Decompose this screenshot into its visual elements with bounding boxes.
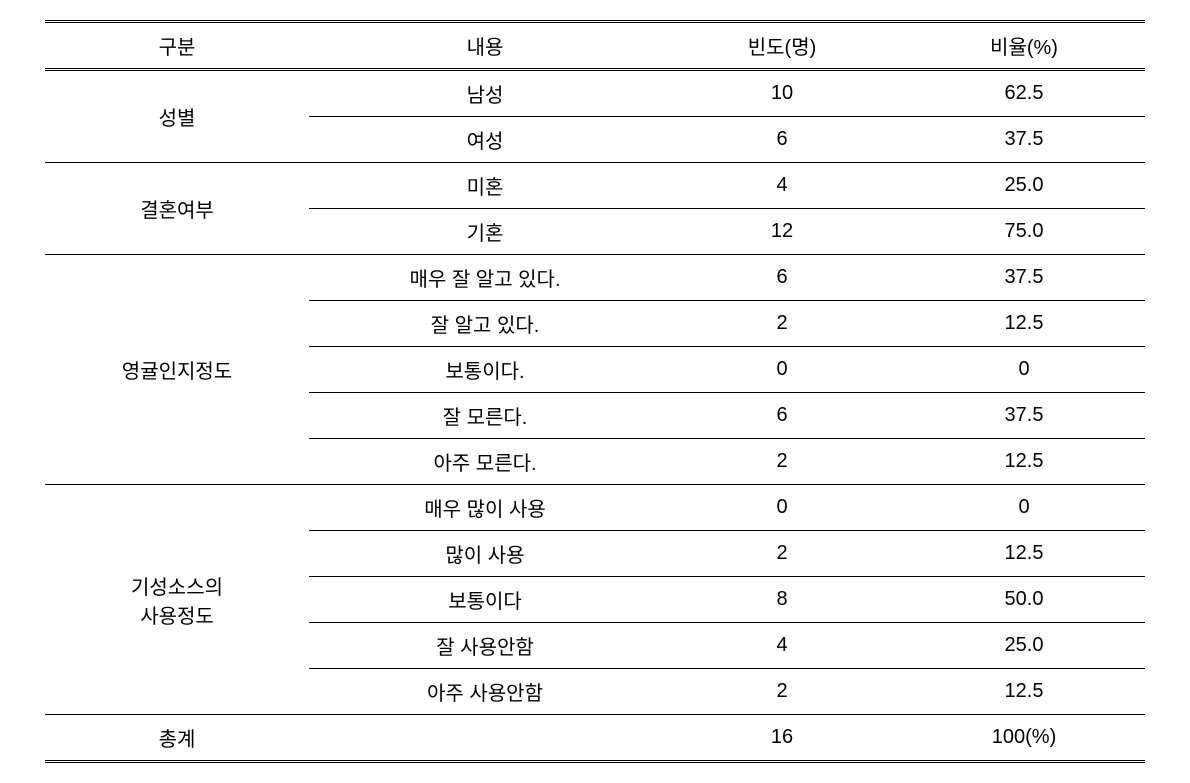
content-cell: 기혼 (309, 209, 661, 255)
content-cell: 많이 사용 (309, 531, 661, 577)
pct-cell: 0 (903, 485, 1145, 531)
pct-cell: 12.5 (903, 531, 1145, 577)
freq-cell: 2 (661, 301, 903, 347)
col-header-content: 내용 (309, 22, 661, 70)
pct-cell: 25.0 (903, 163, 1145, 209)
table-body: 성별남성1062.5여성637.5결혼여부미혼425.0기혼1275.0영귤인지… (45, 70, 1145, 762)
pct-cell: 37.5 (903, 117, 1145, 163)
freq-cell: 4 (661, 623, 903, 669)
freq-cell: 4 (661, 163, 903, 209)
freq-cell: 0 (661, 485, 903, 531)
content-cell: 미혼 (309, 163, 661, 209)
pct-cell: 37.5 (903, 393, 1145, 439)
freq-cell: 6 (661, 117, 903, 163)
total-freq-cell: 16 (661, 715, 903, 762)
total-content-cell (309, 715, 661, 762)
pct-cell: 12.5 (903, 669, 1145, 715)
table-row: 성별남성1062.5 (45, 70, 1145, 117)
pct-cell: 62.5 (903, 70, 1145, 117)
pct-cell: 0 (903, 347, 1145, 393)
total-pct-cell: 100(%) (903, 715, 1145, 762)
pct-cell: 12.5 (903, 301, 1145, 347)
content-cell: 남성 (309, 70, 661, 117)
category-cell: 기성소스의사용정도 (45, 485, 309, 715)
table-row: 결혼여부미혼425.0 (45, 163, 1145, 209)
col-header-freq: 빈도(명) (661, 22, 903, 70)
pct-cell: 12.5 (903, 439, 1145, 485)
table-header: 구분 내용 빈도(명) 비율(%) (45, 22, 1145, 70)
col-header-pct: 비율(%) (903, 22, 1145, 70)
freq-cell: 12 (661, 209, 903, 255)
freq-cell: 8 (661, 577, 903, 623)
content-cell: 잘 모른다. (309, 393, 661, 439)
content-cell: 잘 사용안함 (309, 623, 661, 669)
pct-cell: 25.0 (903, 623, 1145, 669)
category-cell: 성별 (45, 70, 309, 163)
content-cell: 아주 모른다. (309, 439, 661, 485)
freq-cell: 0 (661, 347, 903, 393)
content-cell: 잘 알고 있다. (309, 301, 661, 347)
freq-cell: 2 (661, 669, 903, 715)
col-header-category: 구분 (45, 22, 309, 70)
demographics-table: 구분 내용 빈도(명) 비율(%) 성별남성1062.5여성637.5결혼여부미… (45, 20, 1145, 763)
pct-cell: 50.0 (903, 577, 1145, 623)
category-cell: 결혼여부 (45, 163, 309, 255)
category-cell: 영귤인지정도 (45, 255, 309, 485)
pct-cell: 37.5 (903, 255, 1145, 301)
freq-cell: 6 (661, 393, 903, 439)
freq-cell: 2 (661, 531, 903, 577)
content-cell: 여성 (309, 117, 661, 163)
content-cell: 매우 많이 사용 (309, 485, 661, 531)
total-row: 총계 16100(%) (45, 715, 1145, 762)
total-label-cell: 총계 (45, 715, 309, 762)
content-cell: 보통이다. (309, 347, 661, 393)
pct-cell: 75.0 (903, 209, 1145, 255)
freq-cell: 2 (661, 439, 903, 485)
table-row: 기성소스의사용정도매우 많이 사용00 (45, 485, 1145, 531)
table-row: 영귤인지정도매우 잘 알고 있다.637.5 (45, 255, 1145, 301)
freq-cell: 6 (661, 255, 903, 301)
content-cell: 보통이다 (309, 577, 661, 623)
content-cell: 매우 잘 알고 있다. (309, 255, 661, 301)
freq-cell: 10 (661, 70, 903, 117)
content-cell: 아주 사용안함 (309, 669, 661, 715)
demographics-table-container: 구분 내용 빈도(명) 비율(%) 성별남성1062.5여성637.5결혼여부미… (45, 20, 1145, 763)
